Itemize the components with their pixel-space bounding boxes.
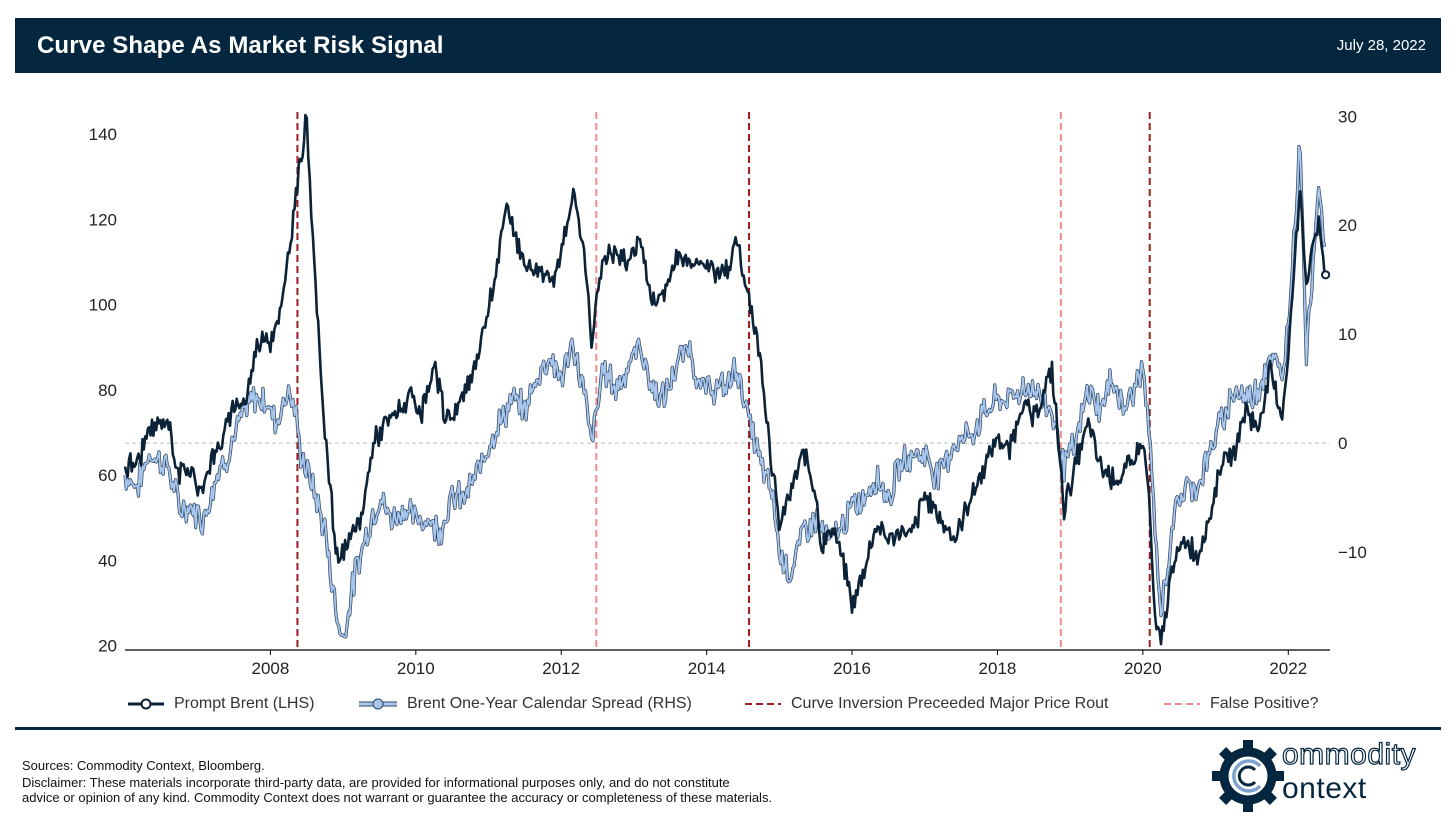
y-left-tick-label-2: 60	[98, 466, 117, 485]
page-title: Curve Shape As Market Risk Signal	[37, 32, 444, 59]
footer-rule	[15, 727, 1441, 730]
footer: Sources: Commodity Context, Bloomberg. D…	[22, 758, 1142, 805]
x-tick-label-1: 2010	[397, 659, 435, 678]
commodity-context-logo	[1212, 740, 1284, 812]
spread-series-line	[124, 145, 1326, 638]
legend-item-inversion: Curve Inversion Preceeded Major Price Ro…	[745, 693, 1108, 715]
x-tick-label-7: 2022	[1269, 659, 1307, 678]
disclaimer-text: Disclaimer: These materials incorporate …	[22, 775, 773, 805]
page-date: July 28, 2022	[1336, 37, 1426, 54]
x-tick-label-2: 2012	[542, 659, 580, 678]
legend-item-brent: Prompt Brent (LHS)	[128, 693, 314, 715]
y-left-tick-label-3: 80	[98, 381, 117, 400]
title-bar: Curve Shape As Market Risk Signal July 2…	[15, 18, 1441, 73]
y-left-tick-label-4: 100	[89, 296, 117, 315]
x-tick-label-5: 2018	[979, 659, 1017, 678]
y-right-tick-label-4: 30	[1338, 107, 1357, 126]
legend-swatch-brent	[128, 698, 164, 710]
y-right-tick-label-3: 20	[1338, 216, 1357, 235]
brent-series-line	[123, 113, 1326, 646]
legend-label-false-positive: False Positive?	[1210, 695, 1319, 712]
legend-swatch-inversion	[745, 703, 781, 705]
legend-label-brent: Prompt Brent (LHS)	[174, 695, 315, 712]
y-right-tick-label-2: 10	[1338, 325, 1357, 344]
y-left-tick-label-1: 40	[98, 551, 117, 570]
y-left-tick-label-6: 140	[89, 125, 117, 144]
sources-text: Sources: Commodity Context, Bloomberg.	[22, 758, 265, 773]
y-left-tick-label-5: 120	[89, 210, 117, 229]
x-tick-label-6: 2020	[1124, 659, 1162, 678]
x-tick-label-4: 2016	[833, 659, 871, 678]
legend: Prompt Brent (LHS) Brent One-Year Calend…	[0, 693, 1456, 715]
chart: 2008 2010 2012 2014 2016 2018 2020 202220406080…	[89, 107, 1367, 678]
gear-icon	[1212, 740, 1284, 812]
legend-swatch-false-positive	[1164, 703, 1200, 705]
x-tick-label-3: 2014	[688, 659, 726, 678]
legend-label-spread: Brent One-Year Calendar Spread (RHS)	[407, 695, 692, 712]
legend-item-false-positive: False Positive?	[1164, 693, 1319, 715]
logo-word-context: ontext	[1282, 772, 1367, 805]
legend-label-inversion: Curve Inversion Preceeded Major Price Ro…	[791, 695, 1109, 712]
y-left-tick-label-0: 20	[98, 637, 117, 656]
x-tick-label-0: 2008	[251, 659, 289, 678]
y-right-tick-label-1: 0	[1338, 434, 1347, 453]
logo-word-commodity: ommodity	[1281, 737, 1417, 771]
brent-end-marker	[1321, 270, 1331, 280]
legend-item-spread: Brent One-Year Calendar Spread (RHS)	[359, 693, 692, 715]
legend-swatch-spread	[359, 698, 397, 710]
y-right-tick-label-0: −10	[1338, 543, 1367, 562]
